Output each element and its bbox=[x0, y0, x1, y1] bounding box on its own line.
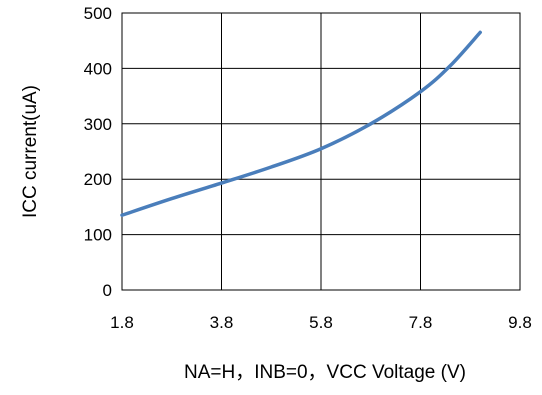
series-layer bbox=[120, 30, 482, 217]
x-tick-label: 3.8 bbox=[210, 313, 234, 332]
y-tick-label: 400 bbox=[84, 59, 112, 78]
x-tick-label: 1.8 bbox=[110, 313, 134, 332]
x-tick-label: 5.8 bbox=[309, 313, 333, 332]
y-tick-label: 200 bbox=[84, 170, 112, 189]
y-tick-label: 300 bbox=[84, 115, 112, 134]
y-tick-label: 500 bbox=[84, 4, 112, 23]
x-axis-ticks: 1.8 3.8 5.8 7.8 9.8 bbox=[110, 313, 532, 332]
series-line-0 bbox=[120, 30, 482, 217]
y-tick-label: 0 bbox=[103, 281, 112, 300]
x-axis-title: NA=H，INB=0，VCC Voltage (V) bbox=[184, 362, 466, 383]
x-tick-label: 9.8 bbox=[508, 313, 532, 332]
plot-area bbox=[121, 12, 521, 291]
y-axis-ticks: 0 100 200 300 400 500 bbox=[84, 4, 112, 300]
y-axis-title: ICC current(uA) bbox=[20, 85, 41, 218]
x-tick-label: 7.8 bbox=[409, 313, 433, 332]
y-tick-label: 100 bbox=[84, 226, 112, 245]
